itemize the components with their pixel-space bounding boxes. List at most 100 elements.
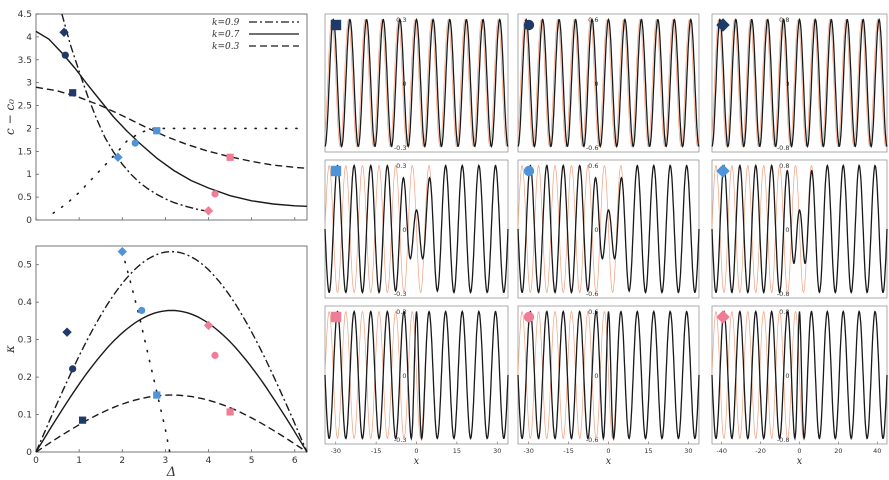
y-tick-label: -0.8 bbox=[777, 290, 790, 298]
marker-square bbox=[226, 153, 234, 161]
x-tick-label: 15 bbox=[644, 447, 652, 455]
y-tick-label: 0.3 bbox=[396, 308, 406, 316]
solution-wave bbox=[324, 310, 509, 441]
y-axis-label: c − c₀ bbox=[3, 99, 17, 135]
marker-diamond bbox=[59, 27, 69, 37]
y-tick-label: 0.3 bbox=[396, 162, 406, 170]
series-line-dashdot bbox=[35, 250, 308, 453]
panel-marker-diamond bbox=[716, 164, 730, 178]
y-tick-label: 0.6 bbox=[588, 16, 598, 24]
solution-wave bbox=[324, 164, 509, 294]
y-axis-label: κ bbox=[3, 345, 17, 354]
y-tick-label: 4.5 bbox=[18, 10, 32, 20]
x-tick-label: 20 bbox=[834, 447, 842, 455]
x-tick-label: 15 bbox=[453, 447, 461, 455]
panel-marker-diamond bbox=[716, 18, 730, 32]
reference-wave bbox=[324, 18, 509, 148]
legend-label: k=0.9 bbox=[212, 18, 240, 28]
y-tick-label: 0.8 bbox=[779, 308, 789, 316]
marker-circle bbox=[211, 190, 219, 198]
series-line-dotted bbox=[52, 127, 305, 214]
marker-circle bbox=[69, 365, 77, 373]
x-tick-label: 0 bbox=[797, 447, 801, 455]
axes-frame bbox=[517, 13, 700, 153]
x-axis-label: x bbox=[606, 456, 612, 467]
marker-square bbox=[69, 89, 77, 97]
panel-marker-diamond bbox=[716, 310, 730, 324]
y-tick-label: -0.3 bbox=[394, 290, 407, 298]
x-tick-label: 3 bbox=[163, 456, 169, 466]
series-line-solid bbox=[35, 309, 308, 453]
panel-bottom-left: 0 1 2 3 4 5 6 0 0.1 0.2 0.3 0.4 0.5 κ Δ bbox=[3, 245, 308, 480]
x-tick-label: 5 bbox=[249, 456, 255, 466]
panel-marker-square bbox=[330, 165, 342, 177]
panel-top-left: 0 0.5 1 1.5 2 2.5 3 3.5 4 4.5 k=0.9 k=0.7 k=0.3 c − c… bbox=[3, 10, 308, 226]
y-tick-label: -0.8 bbox=[777, 436, 790, 444]
y-tick-label: 0.6 bbox=[588, 308, 598, 316]
legend-label: k=0.7 bbox=[212, 30, 240, 40]
y-tick-label: 0 bbox=[402, 372, 406, 380]
marker-diamond bbox=[62, 327, 72, 337]
axes-frame bbox=[35, 245, 308, 453]
y-tick-label: 4 bbox=[26, 33, 32, 43]
x-tick-label: -40 bbox=[716, 447, 727, 455]
x-tick-label: 0 bbox=[414, 447, 418, 455]
solution-wave bbox=[517, 164, 700, 294]
y-tick-label: 0 bbox=[594, 226, 598, 234]
wave-panel: -0.8 0 0.8 bbox=[711, 159, 888, 299]
x-tick-label: -15 bbox=[563, 447, 574, 455]
wave-panel: -0.6 0 0.6 -30 -15 0 15 30 x bbox=[517, 305, 700, 467]
x-tick-label: 0 bbox=[606, 447, 610, 455]
axes-frame bbox=[711, 13, 888, 153]
marker-square bbox=[153, 127, 161, 135]
x-tick-label: 2 bbox=[119, 456, 125, 466]
legend-label: k=0.3 bbox=[212, 42, 240, 52]
y-tick-label: 1 bbox=[26, 170, 32, 180]
y-tick-label: 0.8 bbox=[779, 162, 789, 170]
solution-wave bbox=[517, 17, 700, 148]
marker-square bbox=[78, 416, 87, 424]
y-tick-label: 0.5 bbox=[18, 261, 32, 271]
series-line-dashed bbox=[35, 86, 307, 169]
wave-panel: -0.6 0 0.6 bbox=[517, 159, 700, 299]
y-tick-label: -0.3 bbox=[394, 436, 407, 444]
y-tick-label: 0 bbox=[26, 216, 32, 226]
y-tick-label: -0.6 bbox=[586, 144, 599, 152]
wave-panel: -0.300.3 bbox=[324, 13, 509, 153]
axes-frame bbox=[324, 13, 509, 153]
marker-circle bbox=[131, 139, 139, 147]
y-tick-label: 1.5 bbox=[18, 147, 32, 157]
y-tick-label: -0.3 bbox=[394, 144, 407, 152]
y-tick-label: 0.4 bbox=[18, 298, 33, 308]
reference-wave bbox=[517, 18, 700, 148]
y-tick-label: 2 bbox=[26, 124, 32, 134]
series-line-solid bbox=[35, 30, 307, 207]
solution-wave bbox=[711, 310, 888, 441]
axes-frame bbox=[35, 13, 308, 221]
series-line-dotted bbox=[121, 250, 171, 453]
marker-diamond bbox=[113, 152, 123, 162]
solution-wave bbox=[711, 164, 888, 294]
x-axis-label: x bbox=[797, 456, 803, 467]
y-tick-label: 0 bbox=[26, 448, 32, 458]
y-tick-label: 0.2 bbox=[18, 373, 32, 383]
x-tick-label: -15 bbox=[371, 447, 382, 455]
solution-wave bbox=[711, 17, 888, 148]
x-tick-label: 0 bbox=[33, 456, 39, 466]
y-tick-label: 0.3 bbox=[396, 16, 406, 24]
wave-panel: -0.8 0 0.8 -40 -20 0 20 40 x bbox=[711, 305, 888, 467]
y-tick-label: -0.6 bbox=[586, 290, 599, 298]
marker-circle bbox=[61, 51, 69, 59]
y-tick-label: 3.5 bbox=[18, 56, 32, 66]
y-tick-label: 3 bbox=[26, 79, 32, 89]
y-tick-label: 0 bbox=[402, 226, 406, 234]
x-tick-label: 4 bbox=[206, 456, 212, 466]
wave-panel: -0.3 0 0.3 -30 -15 0 15 30 x bbox=[324, 305, 509, 467]
series-line-dashed bbox=[35, 394, 308, 453]
y-tick-label: 0 bbox=[594, 372, 598, 380]
marker-square bbox=[226, 408, 234, 416]
marker-circle bbox=[138, 306, 146, 315]
y-tick-label: 0.6 bbox=[588, 162, 598, 170]
wave-panel: -0.3 0 0.3 bbox=[324, 159, 509, 299]
